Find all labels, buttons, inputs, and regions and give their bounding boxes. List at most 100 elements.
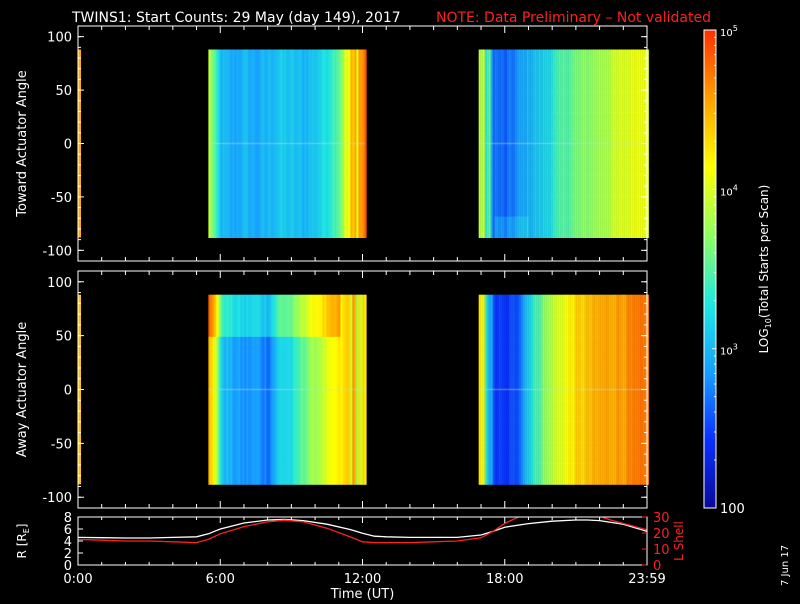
heat-cell bbox=[222, 442, 225, 464]
heat-cell bbox=[596, 49, 599, 71]
heat-cell bbox=[646, 153, 649, 176]
heat-cell bbox=[314, 70, 317, 92]
heat-cell bbox=[512, 463, 515, 485]
heat-cell bbox=[504, 400, 507, 422]
heat-cell bbox=[522, 315, 525, 338]
heat-cell bbox=[548, 378, 551, 401]
heat-cell bbox=[506, 442, 509, 464]
heat-cell bbox=[264, 91, 267, 113]
heat-cell bbox=[298, 174, 301, 197]
heat-cell bbox=[292, 421, 295, 443]
heat-cell bbox=[534, 357, 537, 380]
heat-cell bbox=[284, 442, 287, 464]
heat-cell bbox=[590, 357, 593, 380]
heat-cell bbox=[270, 195, 273, 218]
heat-cell bbox=[324, 70, 327, 92]
heat-cell bbox=[538, 463, 541, 485]
heat-cell bbox=[234, 294, 237, 317]
heat-cell bbox=[532, 463, 535, 485]
heat-cell bbox=[226, 336, 229, 359]
heat-cell bbox=[208, 70, 211, 92]
heat-cell bbox=[316, 400, 319, 422]
heat-cell bbox=[322, 336, 325, 359]
heat-cell bbox=[256, 400, 259, 422]
heat-cell bbox=[602, 315, 605, 338]
heat-cell bbox=[572, 400, 575, 422]
heat-cell bbox=[534, 442, 537, 464]
heat-cell bbox=[480, 294, 483, 317]
heat-cell bbox=[236, 421, 239, 443]
heat-cell bbox=[348, 294, 351, 317]
heat-cell bbox=[510, 49, 513, 71]
heat-cell bbox=[596, 70, 599, 92]
heat-cell bbox=[508, 357, 511, 380]
heat-cell bbox=[300, 357, 303, 380]
heat-cell bbox=[628, 174, 631, 197]
heat-cell bbox=[602, 133, 605, 155]
heat-cell bbox=[506, 174, 509, 197]
heat-cell bbox=[280, 91, 283, 113]
heat-cell bbox=[336, 421, 339, 443]
heat-cell bbox=[232, 294, 235, 317]
heat-cell bbox=[602, 153, 605, 176]
heat-cell bbox=[562, 442, 565, 464]
heat-cell bbox=[284, 315, 287, 338]
heat-cell bbox=[504, 336, 507, 359]
heat-cell bbox=[598, 195, 601, 218]
heat-cell bbox=[600, 216, 603, 238]
heat-cell bbox=[284, 174, 287, 197]
heat-cell bbox=[612, 357, 615, 380]
heat-cell bbox=[308, 294, 311, 317]
heat-cell bbox=[220, 133, 223, 155]
heat-cell bbox=[208, 49, 211, 71]
heat-cell bbox=[560, 133, 563, 155]
heat-cell bbox=[214, 153, 217, 176]
heat-cell bbox=[268, 378, 271, 401]
heat-cell bbox=[606, 174, 609, 197]
heat-cell bbox=[292, 400, 295, 422]
heat-cell bbox=[614, 49, 617, 71]
heat-cell bbox=[564, 91, 567, 113]
heat-cell bbox=[626, 70, 629, 92]
heat-cell bbox=[336, 91, 339, 113]
heat-cell bbox=[552, 294, 555, 317]
heat-cell bbox=[322, 442, 325, 464]
heat-cell bbox=[304, 463, 307, 485]
heat-cell bbox=[298, 153, 301, 176]
heat-cell bbox=[514, 315, 517, 338]
heat-cell bbox=[346, 400, 349, 422]
heat-cell bbox=[296, 70, 299, 92]
heat-cell bbox=[272, 91, 275, 113]
heat-cell bbox=[226, 463, 229, 485]
heat-cell bbox=[362, 174, 365, 197]
heat-cell bbox=[636, 421, 639, 443]
heat-cell bbox=[624, 315, 627, 338]
heat-cell bbox=[500, 49, 503, 71]
heat-cell bbox=[208, 400, 211, 422]
heat-cell bbox=[636, 442, 639, 464]
heat-cell bbox=[502, 49, 505, 71]
heat-cell bbox=[640, 294, 643, 317]
heat-cell bbox=[330, 174, 333, 197]
heat-cell bbox=[316, 174, 319, 197]
heat-cell bbox=[484, 216, 487, 238]
heat-cell bbox=[240, 442, 243, 464]
heat-cell bbox=[262, 195, 265, 218]
heat-cell bbox=[478, 112, 481, 134]
heat-cell bbox=[212, 463, 215, 485]
heat-cell bbox=[562, 315, 565, 338]
heat-cell bbox=[558, 174, 561, 197]
heat-cell bbox=[348, 174, 351, 197]
heat-cell bbox=[260, 153, 263, 176]
heat-cell bbox=[220, 216, 223, 238]
heat-cell bbox=[574, 378, 577, 401]
data-segment bbox=[208, 49, 367, 238]
heat-cell bbox=[632, 336, 635, 359]
heat-cell bbox=[236, 153, 239, 176]
heat-cell bbox=[564, 336, 567, 359]
heat-cell bbox=[504, 294, 507, 317]
heat-cell bbox=[226, 216, 229, 238]
heat-cell bbox=[230, 378, 233, 401]
heat-cell bbox=[212, 112, 215, 134]
